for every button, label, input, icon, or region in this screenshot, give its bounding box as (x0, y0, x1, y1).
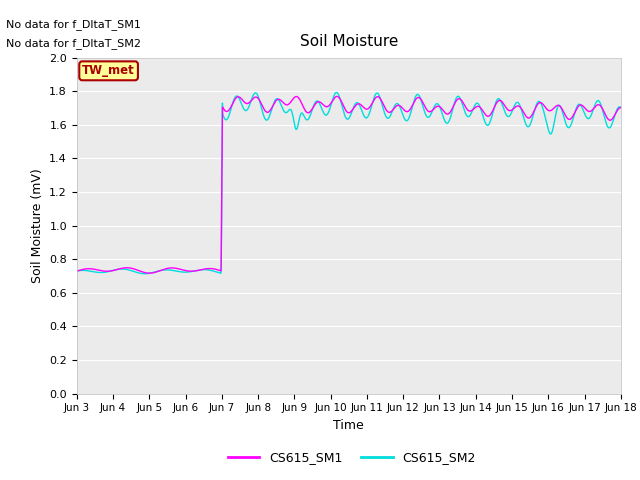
Line: CS615_SM2: CS615_SM2 (77, 93, 621, 274)
Text: No data for f_DltaT_SM1: No data for f_DltaT_SM1 (6, 19, 141, 30)
CS615_SM2 (282, 110, 289, 116)
CS615_SM2 (607, 124, 614, 130)
CS615_SM2 (135, 270, 143, 276)
CS615_SM1 (305, 109, 313, 115)
Title: Soil Moisture: Soil Moisture (300, 35, 398, 49)
CS615_SM1 (168, 265, 175, 271)
Y-axis label: Soil Moisture (mV): Soil Moisture (mV) (31, 168, 44, 283)
CS615_SM1 (333, 94, 340, 99)
CS615_SM2 (333, 90, 340, 96)
CS615_SM1 (135, 268, 143, 274)
CS615_SM1 (607, 117, 614, 123)
Legend: CS615_SM1, CS615_SM2: CS615_SM1, CS615_SM2 (223, 446, 481, 469)
CS615_SM2 (305, 115, 313, 121)
CS615_SM2 (617, 105, 625, 110)
CS615_SM2 (168, 267, 175, 273)
CS615_SM2 (73, 268, 81, 274)
CS615_SM1 (282, 102, 289, 108)
X-axis label: Time: Time (333, 419, 364, 432)
CS615_SM2 (548, 130, 556, 135)
CS615_SM1 (548, 107, 556, 113)
CS615_SM1 (145, 270, 153, 276)
Text: TW_met: TW_met (82, 64, 135, 77)
CS615_SM1 (617, 105, 625, 110)
Line: CS615_SM1: CS615_SM1 (77, 96, 621, 273)
Text: No data for f_DltaT_SM2: No data for f_DltaT_SM2 (6, 38, 141, 49)
CS615_SM1 (73, 268, 81, 274)
CS615_SM2 (141, 271, 148, 276)
